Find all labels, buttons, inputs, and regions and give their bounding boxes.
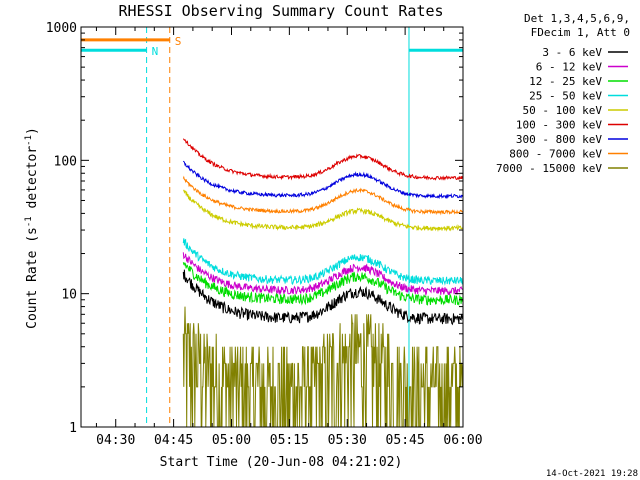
y-tick-label-100: 100 bbox=[54, 154, 77, 169]
legend-label-8: 7000 - 15000 keV bbox=[496, 162, 602, 175]
plot-area: NS bbox=[80, 26, 464, 428]
plot-frame bbox=[80, 26, 464, 428]
y-tick-label-1: 1 bbox=[69, 421, 77, 436]
legend-label-0: 3 - 6 keV bbox=[542, 46, 602, 59]
series-line-25-50-keV bbox=[182, 238, 464, 286]
x-axis-ticks: 04:30 04:45 05:00 05:15 05:30 05:45 06:00 bbox=[95, 27, 483, 448]
series-line-3-6-keV bbox=[182, 269, 464, 326]
y-axis-label-sup2: -1 bbox=[24, 135, 34, 146]
x-axis-label: Start Time (20-Jun-08 04:21:02) bbox=[160, 455, 403, 470]
series-line-300-800-keV bbox=[182, 160, 464, 200]
y-axis-label-mid: detector bbox=[25, 146, 40, 217]
legend-header-line1: Det 1,3,4,5,6,9, bbox=[524, 12, 630, 25]
series-line-12-25-keV bbox=[182, 262, 464, 307]
series-line-100-300-keV bbox=[182, 138, 464, 181]
legend-label-4: 50 - 100 keV bbox=[523, 104, 603, 117]
y-axis-label: Count Rate (s-1 detector-1) bbox=[24, 127, 40, 329]
y-axis-label-main: Count Rate (s bbox=[25, 227, 40, 329]
x-tick-label-05:00: 05:00 bbox=[212, 433, 251, 448]
legend: Det 1,3,4,5,6,9, FDecim 1, Att 0 3 - 6 k… bbox=[496, 12, 630, 175]
legend-label-1: 6 - 12 keV bbox=[536, 61, 603, 74]
y-axis-label-end: ) bbox=[25, 127, 40, 135]
flag-label-N: N bbox=[152, 45, 159, 58]
legend-label-2: 12 - 25 keV bbox=[529, 75, 602, 88]
legend-label-3: 25 - 50 keV bbox=[529, 90, 602, 103]
y-tick-label-1000: 1000 bbox=[46, 21, 77, 36]
legend-header-line2: FDecim 1, Att 0 bbox=[531, 26, 630, 39]
x-tick-label-05:45: 05:45 bbox=[386, 433, 425, 448]
series-line-6-12-keV bbox=[182, 252, 463, 297]
x-tick-label-05:30: 05:30 bbox=[328, 433, 367, 448]
x-tick-label-04:30: 04:30 bbox=[96, 433, 135, 448]
y-axis-ticks: 1 10 100 1000 bbox=[46, 21, 463, 436]
series-line-7000-15000-keV bbox=[182, 306, 464, 428]
x-tick-label-05:15: 05:15 bbox=[270, 433, 309, 448]
footer-date: 14-Oct-2021 19:28 bbox=[546, 469, 638, 479]
y-tick-label-10: 10 bbox=[61, 288, 77, 303]
series-line-50-100-keV bbox=[183, 189, 463, 232]
legend-label-5: 100 - 300 keV bbox=[516, 119, 602, 132]
x-tick-label-04:45: 04:45 bbox=[154, 433, 193, 448]
legend-label-6: 300 - 800 keV bbox=[516, 133, 602, 146]
y-axis-label-sup1: -1 bbox=[24, 216, 34, 227]
x-tick-label-06:00: 06:00 bbox=[443, 433, 482, 448]
series-line-800-7000-keV bbox=[182, 175, 464, 216]
flag-label-S: S bbox=[175, 35, 182, 48]
chart-title: RHESSI Observing Summary Count Rates bbox=[118, 2, 443, 20]
legend-label-7: 800 - 7000 keV bbox=[509, 148, 602, 161]
